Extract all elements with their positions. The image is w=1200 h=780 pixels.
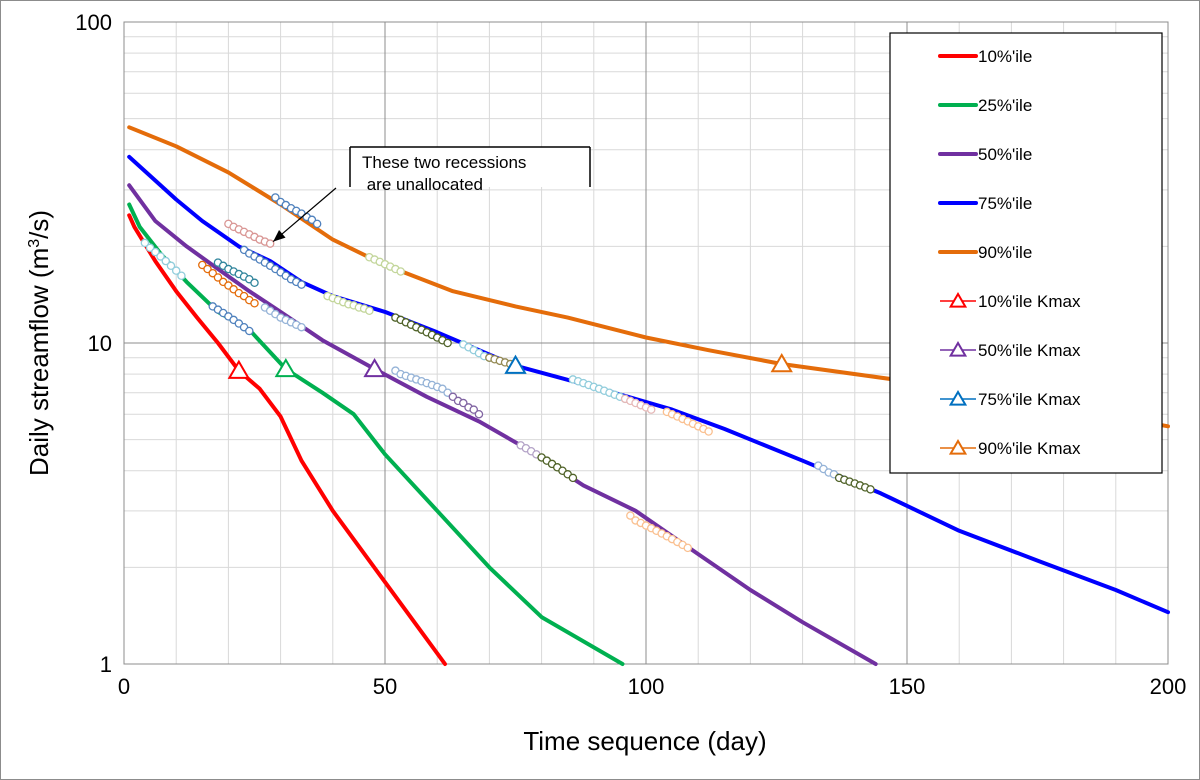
recession-point-8 [365,306,374,316]
legend-kmax-marker-0 [948,292,968,308]
recession-point-20 [626,511,635,520]
plot-area [123,21,1169,665]
legend-label-4: 90%'ile [978,243,1032,262]
annotation-line-1: These two recessions [362,153,526,172]
recession-point-18 [646,405,656,414]
kmax-marker-extra [274,357,298,378]
recession-point-4 [151,247,160,257]
recession-point-16 [568,473,578,483]
y-tick-label: 100 [75,10,112,35]
annotation-line-2: are unallocated [362,175,483,194]
y-axis-title-prefix: Daily streamflow (m [24,248,54,476]
y-axis-title-suffix: /s) [24,210,54,239]
recession-point-6 [245,326,254,336]
legend-kmax-marker-3 [948,439,968,455]
annotation-bg [350,147,590,187]
legend-kmax-marker-1 [948,341,968,357]
recession-point-4 [161,256,171,266]
recession-point-1 [265,239,275,248]
y-axis-title: Daily streamflow (m3/s) [24,210,54,476]
recession-point-0 [271,193,280,202]
recession-point-3 [297,280,306,289]
legend-kmax-label-2: 75%'ile Kmax [978,390,1081,409]
recession-segments [140,193,875,553]
legend: 10%'ile 25%'ile 50%'ile 75%'ile 90%'ile 10%'i… [889,32,1163,474]
kmax-marker-0 [227,359,251,379]
recession-point-12 [474,409,484,419]
y-tick-label: 1 [100,652,112,677]
recession-point-12 [459,398,468,408]
legend-label-3: 75%'ile [978,194,1032,213]
annotation-arrow [272,187,337,243]
x-tick-label: 150 [889,674,926,699]
recession-point-5 [213,273,223,282]
annotation-arrowhead [273,229,286,242]
x-tick-label: 100 [628,674,665,699]
recession-point-5 [250,298,259,308]
x-tick-label: 200 [1150,674,1187,699]
legend-kmax-marker-2 [948,390,968,406]
legend-kmax-label-3: 90%'ile Kmax [978,439,1081,458]
legend-box [889,32,1163,474]
kmax-markers [227,353,793,379]
x-tick-label: 50 [373,674,397,699]
recession-point-9 [396,267,405,276]
axes: 0 50 100 150 200 1 10 100 [75,10,1186,699]
legend-label-1: 25%'ile [978,96,1032,115]
recession-point-2 [250,278,259,288]
recession-point-20 [683,543,693,553]
recession-point-4 [166,261,176,271]
x-tick-label: 0 [118,674,130,699]
kmax-marker-3 [770,353,793,373]
recession-point-22 [866,485,875,494]
recession-point-4 [177,271,186,280]
recession-point-0 [312,219,322,229]
recession-point-4 [156,252,165,261]
recession-point-4 [140,238,150,248]
recession-point-10 [443,338,452,348]
y-axis-title-sup: 3 [26,239,43,248]
legend-kmax-label-1: 50%'ile Kmax [978,341,1081,360]
legend-label-0: 10%'ile [978,47,1032,66]
kmax-marker-2 [504,354,527,374]
annotation: These two recessions are unallocated [272,146,591,243]
kmax-marker-1 [363,357,386,378]
x-axis-title: Time sequence (day) [523,726,766,756]
y-tick-label: 10 [88,331,112,356]
recession-point-12 [469,405,478,414]
legend-label-2: 50%'ile [978,145,1032,164]
recession-point-19 [704,427,713,436]
recession-point-7 [297,322,306,332]
legend-kmax-label-0: 10%'ile Kmax [978,292,1081,311]
series-line-2 [127,183,878,666]
recession-point-4 [171,266,181,275]
